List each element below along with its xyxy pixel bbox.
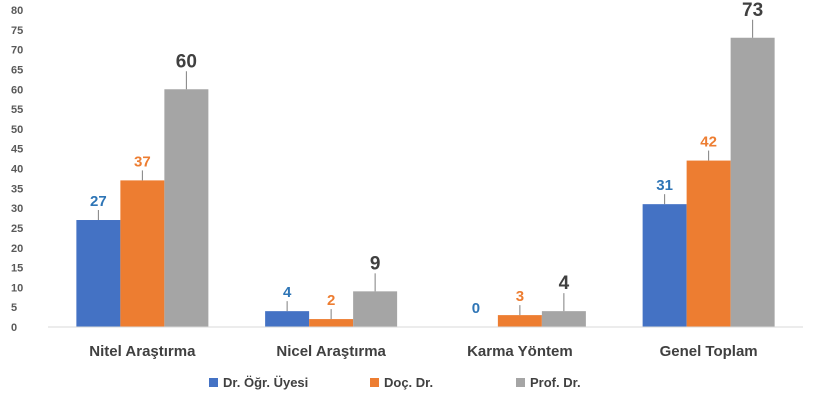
bar [164, 89, 208, 327]
bar [687, 161, 731, 327]
category-label: Genel Toplam [660, 343, 758, 360]
data-label: 27 [90, 193, 107, 210]
legend-swatch [370, 378, 379, 387]
bar [542, 311, 586, 327]
data-label: 9 [370, 253, 381, 274]
category-label: Nicel Araştırma [276, 343, 386, 360]
y-tick-label: 10 [11, 282, 23, 294]
y-tick-label: 35 [11, 183, 23, 195]
data-label: 4 [559, 273, 570, 294]
bar [353, 291, 397, 327]
y-axis: 0 5 10 15 20 25 30 35 40 45 50 55 60 65 70 75 80 [11, 5, 23, 334]
data-label: 3 [516, 288, 524, 305]
bar [265, 311, 309, 327]
data-label: 0 [472, 300, 480, 317]
x-axis: Nitel Araştırma Nicel Araştırma Karma Yönt… [48, 327, 803, 360]
data-label: 31 [656, 177, 673, 194]
legend-label: Prof. Dr. [530, 375, 581, 390]
legend-label: Doç. Dr. [384, 375, 433, 390]
legend: Dr. Öğr. Üyesi Doç. Dr. Prof. Dr. [209, 375, 581, 390]
y-tick-label: 55 [11, 104, 23, 116]
y-tick-label: 20 [11, 243, 23, 255]
y-tick-label: 40 [11, 164, 23, 176]
bar [643, 204, 687, 327]
bar [731, 38, 775, 327]
y-tick-label: 60 [11, 84, 23, 96]
y-tick-label: 80 [11, 5, 23, 17]
legend-item: Doç. Dr. [370, 375, 433, 390]
category-label: Karma Yöntem [467, 343, 573, 360]
y-tick-label: 30 [11, 203, 23, 215]
legend-label: Dr. Öğr. Üyesi [223, 375, 308, 390]
y-tick-label: 75 [11, 25, 23, 37]
y-tick-label: 15 [11, 263, 23, 275]
y-tick-label: 5 [11, 302, 17, 314]
category-label: Nitel Araştırma [89, 343, 196, 360]
y-tick-label: 50 [11, 124, 23, 136]
y-tick-label: 70 [11, 45, 23, 57]
data-label: 73 [742, 0, 763, 21]
data-label: 4 [283, 284, 292, 301]
data-label: 42 [700, 134, 717, 151]
bar [309, 319, 353, 327]
legend-swatch [209, 378, 218, 387]
y-tick-label: 45 [11, 144, 23, 156]
data-label: 2 [327, 292, 335, 309]
legend-item: Dr. Öğr. Üyesi [209, 375, 308, 390]
data-label: 60 [176, 51, 197, 72]
y-tick-label: 65 [11, 64, 23, 76]
legend-item: Prof. Dr. [516, 375, 581, 390]
legend-swatch [516, 378, 525, 387]
data-label: 37 [134, 153, 151, 170]
y-tick-label: 0 [11, 322, 17, 334]
bar [498, 315, 542, 327]
y-tick-label: 25 [11, 223, 23, 235]
bar [120, 180, 164, 327]
bar [76, 220, 120, 327]
